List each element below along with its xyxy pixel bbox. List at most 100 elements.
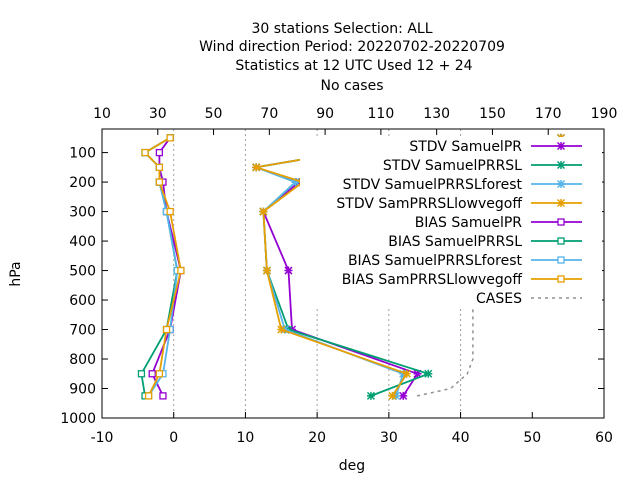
legend-entry-0: STDV SamuelPR xyxy=(409,139,582,155)
y-tick-label: 300 xyxy=(69,205,96,221)
y-tick-label: 200 xyxy=(69,175,96,191)
legend-entry-3: STDV SamPRRSLlowvegoff xyxy=(336,196,582,212)
series-point xyxy=(137,370,146,378)
series-point xyxy=(413,369,422,378)
x-tick-label: 50 xyxy=(523,430,541,446)
series-point xyxy=(262,266,271,275)
legend-marker xyxy=(556,160,566,170)
title-line-2: Wind direction Period: 20220702-20220709 xyxy=(199,39,505,55)
x-tick-label: 30 xyxy=(380,430,398,446)
marker-star xyxy=(402,369,411,378)
y-tick-label: 500 xyxy=(69,264,96,280)
legend-marker xyxy=(557,218,565,226)
axes: -10 0 10 20 30 40 50 60 10 30 50 70 90 110 130 150 170 19… xyxy=(60,106,617,446)
x2-tick-label: 130 xyxy=(423,106,450,122)
plot-series xyxy=(137,133,566,400)
legend-entry-2: STDV SamuelPRRSLforest xyxy=(343,177,582,193)
series-point xyxy=(148,370,156,378)
legend-marker xyxy=(556,179,566,189)
series-point xyxy=(388,391,397,400)
series-point xyxy=(155,178,164,186)
legend-marker xyxy=(557,275,565,283)
series-point xyxy=(277,325,286,334)
x2-tick-label: 170 xyxy=(535,106,562,122)
marker-star xyxy=(366,391,375,400)
plot-frame xyxy=(101,128,605,419)
series-point xyxy=(291,178,300,187)
series-point xyxy=(155,370,164,378)
series-point xyxy=(284,266,293,275)
series-point xyxy=(166,134,174,142)
marker-star xyxy=(399,391,408,400)
series-point xyxy=(399,391,408,400)
y-tick-label: 900 xyxy=(69,382,96,398)
legend-marker xyxy=(557,237,565,245)
series-point xyxy=(159,392,167,400)
legend-entry-4: BIAS SamuelPR xyxy=(415,215,582,231)
legend-label: STDV SamuelPR xyxy=(409,139,522,155)
grid xyxy=(173,129,462,418)
x2-tick-label: 110 xyxy=(368,106,395,122)
marker-star xyxy=(556,179,566,189)
title-line-1: 30 stations Selection: ALL xyxy=(251,21,432,37)
marker-star xyxy=(259,207,268,216)
series-point xyxy=(155,163,164,171)
y-tick-label: 600 xyxy=(69,293,96,309)
legend-entry-5: BIAS SamuelPRRSL xyxy=(388,234,582,250)
marker-star xyxy=(262,266,271,275)
legend-entry-7: BIAS SamPRRSLlowvegoff xyxy=(342,272,582,288)
series-point xyxy=(166,207,174,216)
marker-star xyxy=(284,266,293,275)
series-point xyxy=(252,163,261,172)
legend-entry-1: STDV SamuelPRRSL xyxy=(383,158,582,174)
legend-marker xyxy=(556,198,566,208)
y-tick-label: 400 xyxy=(69,234,96,250)
marker-star xyxy=(252,163,261,172)
legend-label: BIAS SamuelPRRSLforest xyxy=(348,253,523,269)
series-7 xyxy=(141,134,185,400)
legend-marker xyxy=(557,256,565,264)
x2-tick-label: 50 xyxy=(205,106,223,122)
marker-star xyxy=(277,325,286,334)
series-point xyxy=(259,207,268,216)
x-tick-label: 60 xyxy=(595,430,613,446)
series-4 xyxy=(148,134,185,400)
legend-entry-6: BIAS SamuelPRRSLforest xyxy=(348,253,582,269)
y-tick-label: 1000 xyxy=(60,411,96,427)
legend-label: CASES xyxy=(476,291,522,307)
x-tick-label: 40 xyxy=(452,430,470,446)
y-axis-label: hPa xyxy=(8,261,24,286)
y-tick-label: 700 xyxy=(69,323,96,339)
legend: STDV SamuelPR STDV SamuelPRRSL STDV Samuel… xyxy=(300,137,602,308)
legend-label: BIAS SamuelPR xyxy=(415,215,523,231)
series-point xyxy=(144,392,153,400)
series-point xyxy=(155,148,164,157)
y-tick-label: 800 xyxy=(69,352,96,368)
title-line-3: Statistics at 12 UTC Used 12 + 24 xyxy=(235,58,472,74)
x-tick-label: 20 xyxy=(308,430,326,446)
marker-star xyxy=(556,141,566,151)
x2-tick-label: 190 xyxy=(591,106,618,122)
marker-star xyxy=(388,391,397,400)
y-tick-label: 100 xyxy=(69,146,96,162)
legend-label: BIAS SamuelPRRSL xyxy=(388,234,522,250)
series-point xyxy=(402,369,411,378)
series-point xyxy=(141,148,149,157)
marker-star xyxy=(556,160,566,170)
series-point xyxy=(366,391,375,400)
marker-star xyxy=(424,369,433,378)
chart-title: 30 stations Selection: ALL Wind directio… xyxy=(199,21,505,94)
legend-label: STDV SamPRRSLlowvegoff xyxy=(336,196,522,212)
marker-star xyxy=(413,369,422,378)
x-tick-label: 10 xyxy=(237,430,255,446)
series-point xyxy=(177,266,185,275)
legend-marker xyxy=(556,141,566,151)
x-axis-label: deg xyxy=(339,458,365,474)
marker-star xyxy=(556,198,566,208)
series-point xyxy=(162,325,171,334)
x2-tick-label: 30 xyxy=(149,106,167,122)
x2-tick-label: 150 xyxy=(479,106,506,122)
series-point xyxy=(424,369,433,378)
marker-star xyxy=(291,178,300,187)
